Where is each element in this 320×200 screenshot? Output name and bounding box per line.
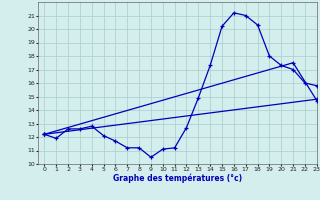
X-axis label: Graphe des températures (°c): Graphe des températures (°c) (113, 174, 242, 183)
